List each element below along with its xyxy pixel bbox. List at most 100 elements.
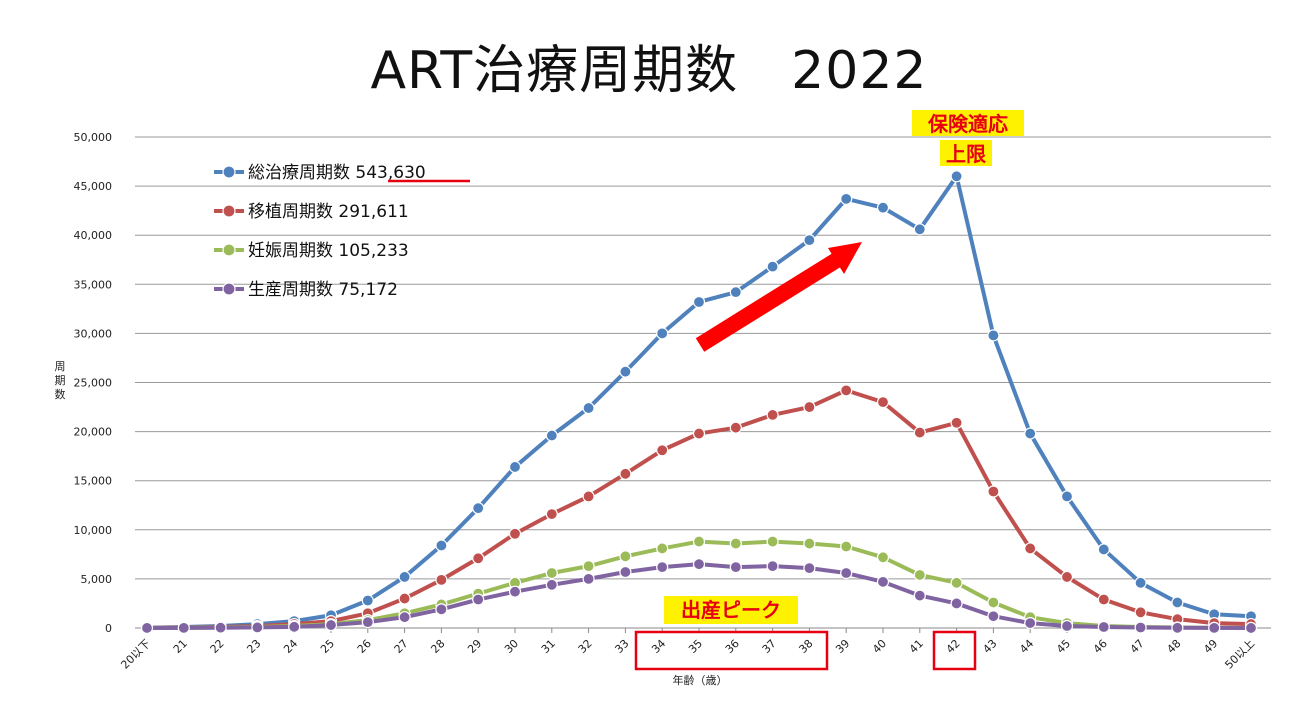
x-tick-label: 26 — [355, 637, 374, 656]
data-point — [987, 596, 1000, 609]
data-point — [472, 552, 485, 565]
series-lines — [140, 170, 1258, 635]
data-point — [435, 539, 448, 552]
y-tick-label: 50,000 — [74, 131, 113, 144]
legend-marker — [222, 165, 236, 179]
data-point — [766, 560, 779, 573]
birth-peak-label: 出産ピーク — [681, 598, 781, 622]
gridlines — [135, 136, 1271, 633]
y-tick-label: 30,000 — [74, 327, 113, 340]
birth-peak-bg — [664, 596, 798, 624]
data-point — [619, 467, 632, 480]
data-point — [656, 444, 669, 457]
x-tick-label: 31 — [539, 637, 558, 656]
x-tick-label: 41 — [907, 637, 926, 656]
x-tick-label: 28 — [428, 637, 447, 656]
data-point — [582, 401, 595, 415]
x-tick-label: 35 — [686, 637, 705, 656]
y-tick-label: 10,000 — [74, 524, 113, 537]
data-point — [140, 621, 154, 635]
data-point — [840, 566, 853, 580]
series-line — [146, 388, 1252, 630]
x-tick-label: 37 — [760, 637, 779, 656]
legend-label: 移植周期数 291,611 — [248, 202, 409, 222]
data-point — [398, 611, 411, 624]
x-tick-label: 39 — [833, 637, 852, 656]
y-tick-label: 25,000 — [74, 377, 113, 390]
data-point — [472, 502, 485, 515]
data-point — [619, 565, 632, 579]
data-point — [987, 610, 1000, 623]
legend-item: 妊娠周期数 105,233 — [214, 241, 409, 261]
legend-marker — [222, 282, 236, 296]
data-point — [950, 416, 963, 429]
data-point — [913, 568, 926, 582]
legend-item: 総治療周期数 543,630 — [214, 163, 426, 183]
y-axis-title-char: 期 — [55, 374, 66, 387]
data-point — [398, 570, 411, 584]
data-point — [876, 551, 890, 564]
x-tick-label: 21 — [171, 637, 190, 656]
x-tick-label: 42 — [944, 637, 963, 656]
x-tick-label: 38 — [796, 637, 815, 656]
data-point — [876, 201, 890, 214]
data-point — [361, 616, 374, 629]
legend-total: 291,611 — [338, 202, 408, 222]
data-point — [361, 594, 374, 607]
x-tick-label: 40 — [870, 637, 889, 656]
data-point — [1208, 621, 1221, 635]
x-tick-label: 49 — [1201, 637, 1220, 656]
y-axis-title-char: 数 — [55, 388, 66, 401]
data-point — [1134, 621, 1147, 634]
callout-bg — [912, 110, 1024, 136]
trend-arrow-shaft — [695, 251, 845, 352]
legend-total: 543,630 — [355, 163, 425, 183]
data-point — [656, 542, 669, 555]
data-point — [1024, 427, 1037, 440]
x-tick-label: 33 — [612, 637, 631, 656]
legend-label: 生産周期数 75,172 — [248, 280, 398, 300]
x-tick-labels: 20以下 21 22 23 24 25 26 27 28 29 30 31 32 33 34 35 36 37 38… — [118, 637, 1257, 687]
data-point — [508, 585, 522, 598]
legend-item: 生産周期数 75,172 — [214, 280, 398, 300]
data-point — [1097, 543, 1110, 556]
data-point — [1097, 620, 1110, 634]
insurance-limit-label-2: 上限 — [946, 142, 986, 166]
data-point — [987, 485, 1000, 498]
data-point — [1171, 621, 1184, 634]
data-point — [582, 490, 595, 503]
x-tick-label: 36 — [723, 637, 742, 656]
data-point — [545, 429, 558, 442]
legend-label: 妊娠周期数 105,233 — [248, 241, 409, 261]
y-tick-label: 35,000 — [74, 278, 113, 291]
x-tick-label: 27 — [392, 637, 411, 656]
data-point — [251, 621, 264, 634]
x-tick-label: 25 — [318, 637, 337, 656]
legend-label: 総治療周期数 543,630 — [248, 163, 426, 183]
data-point — [803, 234, 816, 247]
data-point — [1244, 621, 1258, 635]
birth-peak-ages-box — [634, 630, 829, 671]
data-point — [1097, 593, 1110, 606]
data-point — [324, 618, 338, 632]
data-point — [398, 592, 411, 605]
age-42-box — [932, 630, 977, 671]
y-tick-label: 15,000 — [74, 475, 113, 488]
data-point — [1024, 616, 1037, 630]
data-point — [766, 260, 779, 273]
y-tick-label: 45,000 — [74, 180, 113, 193]
data-point — [1134, 606, 1147, 619]
x-tick-label: 44 — [1017, 637, 1036, 656]
data-point — [729, 561, 742, 574]
x-axis-title: 年齢（歳） — [673, 673, 728, 687]
data-point — [545, 578, 558, 591]
data-point — [692, 427, 706, 440]
data-point — [656, 327, 669, 340]
data-point — [840, 540, 853, 553]
data-point — [913, 223, 926, 236]
data-point — [177, 621, 190, 635]
y-tick-label: 0 — [105, 622, 112, 635]
x-tick-label: 20以下 — [118, 637, 153, 672]
